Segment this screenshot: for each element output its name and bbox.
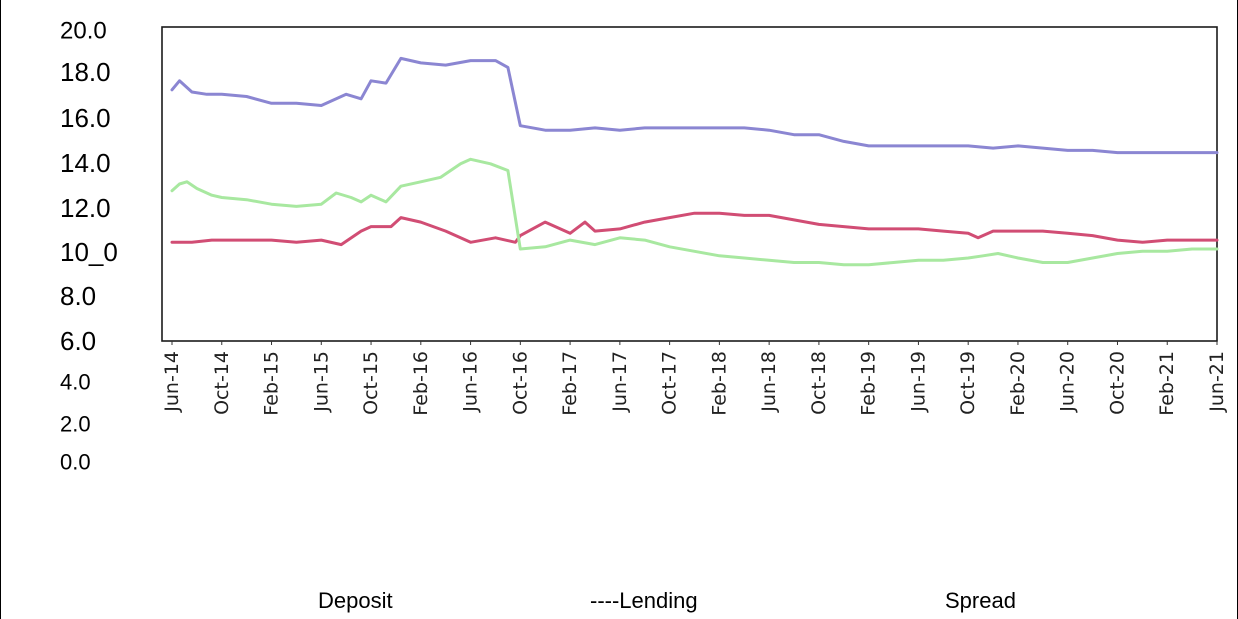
x-tick-label: Feb-19 <box>858 351 880 416</box>
x-tick-label: Feb-21 <box>1156 351 1178 416</box>
x-tick-label: Jun-17 <box>609 351 631 413</box>
y-tick-label: 20.0 <box>60 17 107 44</box>
y-tick-label: 18.0 <box>60 57 111 87</box>
x-tick-label: Feb-20 <box>1007 351 1029 416</box>
x-tick-label: Jun-19 <box>907 351 929 413</box>
x-axis-ticks: Jun-14 Oct-14 Feb-15 Jun-15 Oct-15 Feb-16 Jun-… <box>161 341 1228 416</box>
x-tick-label: Jun-14 <box>161 351 183 413</box>
legend-deposit: Deposit <box>318 588 393 613</box>
y-tick-label: 2.0 <box>60 412 91 437</box>
x-tick-label: Jun-21 <box>1206 351 1228 413</box>
y-tick-label: 6.0 <box>60 326 96 356</box>
x-tick-label: Oct-14 <box>211 351 233 415</box>
series-line-0 <box>170 56 1219 155</box>
series-layer <box>170 56 1219 267</box>
plot-border <box>161 26 1218 342</box>
legend-spread: Spread <box>945 588 1016 613</box>
x-tick-label: Jun-20 <box>1057 351 1079 413</box>
x-tick-label: Feb-16 <box>410 351 432 416</box>
x-tick-label: Jun-15 <box>310 351 332 413</box>
x-tick-label: Feb-17 <box>559 351 581 416</box>
x-tick-label: Oct-16 <box>509 351 531 415</box>
x-tick-label: Oct-15 <box>360 351 382 415</box>
y-tick-label: 14.0 <box>60 148 111 178</box>
y-tick-label: 16.0 <box>60 103 111 133</box>
y-tick-label: 4.0 <box>60 370 91 395</box>
y-tick-label: 0.0 <box>60 450 91 475</box>
y-tick-label: 12.0 <box>60 193 111 223</box>
x-tick-label: Oct-20 <box>1106 351 1128 415</box>
y-tick-label: 8.0 <box>60 281 96 311</box>
x-tick-label: Oct-19 <box>957 351 979 415</box>
x-tick-label: Oct-18 <box>808 351 830 415</box>
axes <box>161 26 1218 342</box>
x-tick-label: Feb-15 <box>261 351 283 416</box>
x-tick-label: Jun-18 <box>758 351 780 413</box>
y-tick-label: 10_0 <box>60 237 118 267</box>
legend-lending: ----Lending <box>590 588 698 613</box>
y-axis-ticks: 0.0 2.0 4.0 6.0 8.0 10_0 12.0 14.0 16.0 18.0 20.0 <box>60 17 118 474</box>
x-tick-label: Jun-16 <box>460 351 482 413</box>
series-line-2 <box>170 157 1219 267</box>
series-line-1 <box>170 211 1219 247</box>
x-tick-label: Feb-18 <box>708 351 730 416</box>
x-tick-label: Oct-17 <box>659 351 681 415</box>
